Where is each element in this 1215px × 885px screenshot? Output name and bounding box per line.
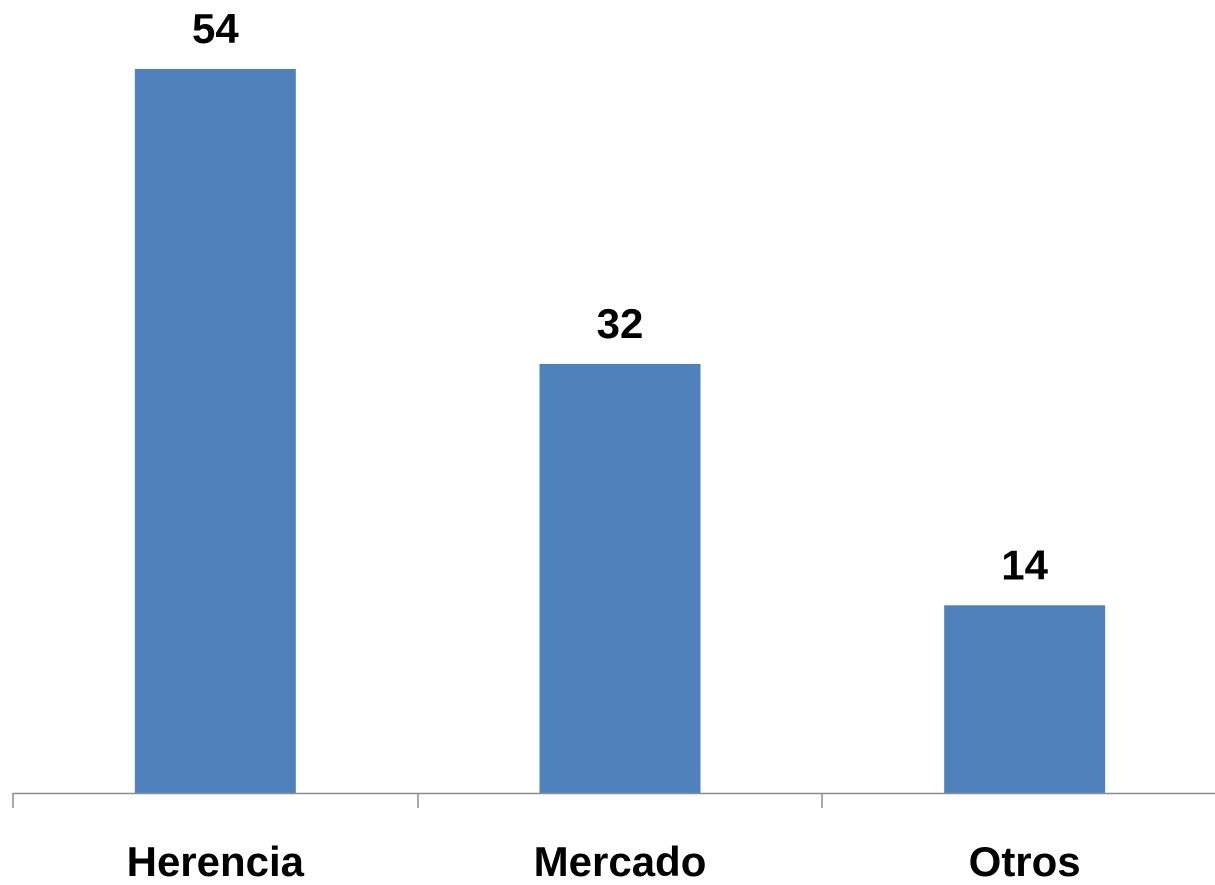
value-label: 32 [597, 300, 644, 347]
value-label: 14 [1001, 541, 1048, 588]
bar-herencia [135, 69, 296, 793]
category-labels-group: Herencia Mercado Otros [127, 838, 1081, 885]
category-label: Mercado [534, 838, 707, 885]
bar-otros [944, 605, 1105, 793]
category-label: Otros [969, 838, 1081, 885]
bars-group [135, 69, 1105, 793]
bar-mercado [540, 364, 701, 793]
x-axis-ticks [13, 793, 822, 808]
value-label: 54 [192, 5, 239, 52]
category-label: Herencia [127, 838, 305, 885]
